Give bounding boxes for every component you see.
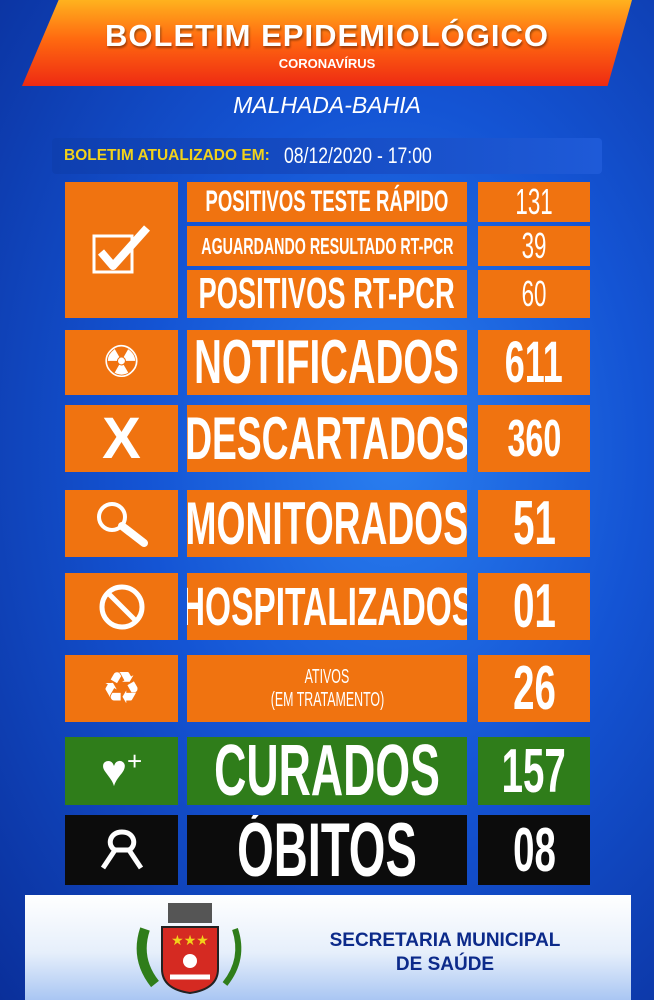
aguardando-rt-pcr-label: AGUARDANDO RESULTADO RT-PCR	[187, 226, 467, 266]
recycle-icon: ♻	[65, 655, 178, 722]
positivos-rt-pcr-value: 60	[478, 270, 590, 318]
obitos-label: ÓBITOS	[187, 815, 467, 885]
checkbox-check-icon	[65, 182, 178, 318]
monitorados-value: 51	[478, 490, 590, 557]
ribbon-icon	[65, 815, 178, 885]
prohibited-icon	[65, 573, 178, 640]
ativos-value: 26	[478, 655, 590, 722]
magnifier-icon	[65, 490, 178, 557]
positivos-rt-pcr-label: POSITIVOS RT-PCR	[187, 270, 467, 318]
update-value: 08/12/2020 - 17:00	[283, 143, 432, 168]
x-icon: X	[65, 405, 178, 472]
curados-value: 157	[478, 737, 590, 805]
hospitalizados-label: HOSPITALIZADOS	[187, 573, 467, 640]
descartados-label: DESCARTADOS	[187, 405, 467, 472]
curados-label: CURADOS	[187, 737, 467, 805]
ativos-label: ATIVOS (EM TRATAMENTO)	[187, 655, 467, 722]
municipal-crest-icon: ★★★	[136, 903, 242, 995]
page-subtitle: CORONAVÍRUS	[278, 56, 376, 71]
header-banner	[22, 0, 632, 86]
positivos-teste-rapido-label: POSITIVOS TESTE RÁPIDO	[187, 182, 467, 222]
hospitalizados-value: 01	[478, 573, 590, 640]
positivos-teste-rapido-value: 131	[478, 182, 590, 222]
notificados-value: 611	[478, 330, 590, 395]
page-title: BOLETIM EPIDEMIOLÓGICO	[105, 18, 549, 53]
monitorados-label: MONITORADOS	[187, 490, 467, 557]
city-name: MALHADA-BAHIA	[233, 92, 421, 118]
radiation-icon: ☢	[65, 330, 178, 395]
heart-plus-icon: ♥+	[65, 737, 178, 805]
secretaria-line1: SECRETARIA MUNICIPAL	[329, 930, 561, 951]
update-bar: BOLETIM ATUALIZADO EM: 08/12/2020 - 17:0…	[52, 138, 602, 174]
footer: ★★★ SECRETARIA MUNICIPAL DE SAÚDE	[25, 895, 631, 1000]
secretaria-name: SECRETARIA MUNICIPAL DE SAÚDE	[295, 929, 595, 977]
descartados-value: 360	[478, 405, 590, 472]
obitos-value: 08	[478, 815, 590, 885]
secretaria-line2: DE SAÚDE	[395, 954, 495, 975]
update-label: BOLETIM ATUALIZADO EM:	[64, 147, 270, 164]
svg-text:★★★: ★★★	[171, 932, 209, 948]
notificados-label: NOTIFICADOS	[187, 330, 467, 395]
aguardando-rt-pcr-value: 39	[478, 226, 590, 266]
